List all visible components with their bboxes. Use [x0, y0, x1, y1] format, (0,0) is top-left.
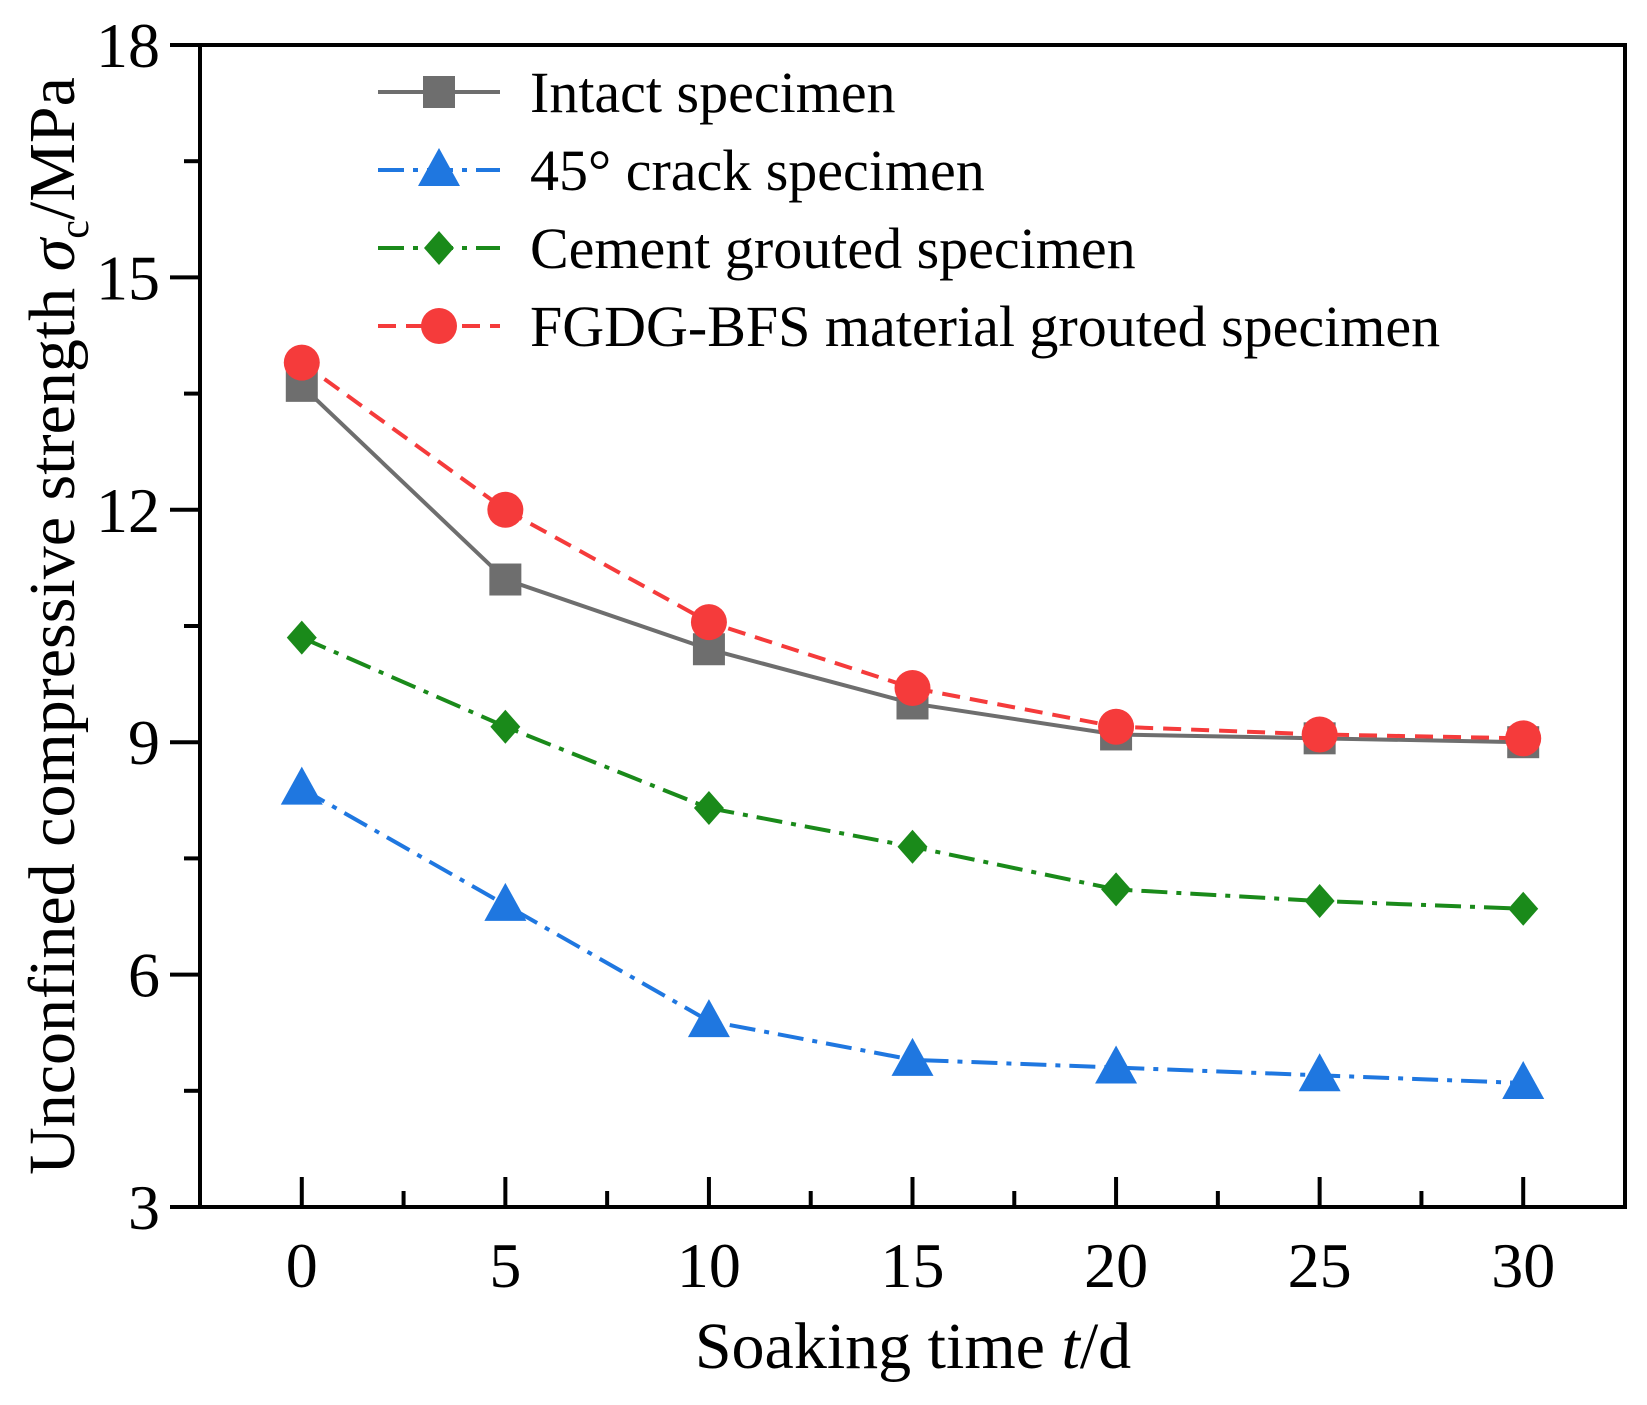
series-3: [286, 620, 1539, 926]
legend-entry: FGDG-BFS material grouted specimen: [378, 294, 1440, 359]
series-4: [283, 344, 1542, 757]
data-point: [286, 620, 317, 655]
data-point: [693, 791, 724, 826]
legend-marker: [421, 308, 457, 344]
y-tick-label: 9: [128, 707, 160, 778]
ticks-layer: [170, 43, 1526, 1209]
legend: Intact specimen 45° crack specimen Cement …: [378, 60, 1440, 359]
data-point: [1508, 891, 1539, 926]
legend-marker: [423, 76, 455, 108]
legend-label: Cement grouted specimen: [530, 216, 1136, 281]
x-tick-label: 5: [489, 1230, 521, 1301]
data-point: [1304, 884, 1335, 919]
data-point: [891, 1037, 934, 1076]
data-point: [484, 882, 527, 921]
y-tick-label: 18: [96, 10, 160, 81]
x-tick-label: 30: [1491, 1230, 1555, 1301]
legend-entry: Cement grouted specimen: [378, 216, 1136, 281]
y-tick-label: 6: [128, 940, 160, 1011]
x-tick-label: 10: [677, 1230, 741, 1301]
data-point: [690, 604, 727, 641]
data-point: [283, 344, 320, 381]
series-layer: [280, 344, 1545, 1100]
x-tick-label: 15: [881, 1230, 945, 1301]
legend-marker: [418, 148, 460, 186]
data-point: [1298, 1053, 1341, 1092]
x-tick-label: 0: [286, 1230, 318, 1301]
data-point: [489, 563, 522, 596]
y-tick-label: 15: [96, 242, 160, 313]
tick-labels: 0 5 10 15 20 25 30 3 6 9 12 15 18: [96, 10, 1555, 1301]
series-2: [280, 766, 1545, 1100]
x-tick-label: 20: [1084, 1230, 1148, 1301]
data-point: [687, 999, 730, 1038]
data-point: [894, 669, 931, 706]
y-tick-label: 3: [128, 1172, 160, 1243]
y-tick-label: 12: [96, 475, 160, 546]
data-point: [490, 709, 521, 744]
legend-label: FGDG-BFS material grouted specimen: [530, 294, 1440, 359]
legend-label: Intact specimen: [530, 60, 896, 125]
data-point: [1301, 716, 1338, 753]
x-axis-title: Soaking time t/d: [695, 1310, 1131, 1383]
legend-entry: Intact specimen: [378, 60, 896, 125]
legend-label: 45° crack specimen: [530, 138, 985, 203]
legend-entry: 45° crack specimen: [378, 138, 985, 203]
data-point: [1101, 872, 1132, 907]
data-point: [1098, 708, 1135, 745]
data-point: [897, 829, 928, 864]
data-point: [1505, 720, 1542, 757]
data-point: [1095, 1045, 1138, 1084]
data-point: [280, 766, 323, 805]
x-tick-label: 25: [1288, 1230, 1352, 1301]
y-axis-title: Unconfined compressive strength σc/MPa: [16, 77, 98, 1175]
legend-marker: [424, 231, 454, 265]
data-point: [1502, 1061, 1545, 1100]
data-point: [487, 491, 524, 528]
